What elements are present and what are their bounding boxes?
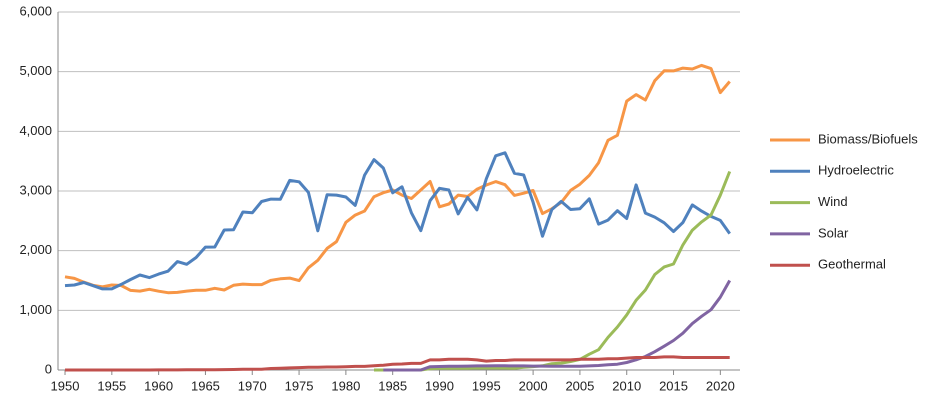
x-tick-label: 1985	[378, 378, 407, 393]
legend-label: Hydroelectric	[818, 163, 894, 178]
x-tick-label: 1990	[425, 378, 454, 393]
legend-label: Geothermal	[818, 257, 886, 272]
y-tick-label: 6,000	[19, 3, 52, 18]
x-tick-label: 1960	[144, 378, 173, 393]
series-line	[64, 151, 731, 291]
y-tick-label: 0	[45, 361, 52, 376]
series-line	[64, 63, 731, 295]
x-tick-label: 1995	[472, 378, 501, 393]
series-line	[374, 170, 732, 372]
legend-label: Biomass/Biofuels	[818, 131, 918, 146]
y-tick-label: 3,000	[19, 182, 52, 197]
x-tick-label: 2005	[565, 378, 594, 393]
x-tick-label: 1980	[331, 378, 360, 393]
y-tick-label: 1,000	[19, 302, 52, 317]
x-tick-label: 1950	[51, 378, 80, 393]
legend-label: Wind	[818, 194, 848, 209]
series-line	[65, 355, 730, 372]
x-tick-label: 2015	[659, 378, 688, 393]
y-tick-label: 5,000	[19, 63, 52, 78]
x-tick-label: 2020	[706, 378, 735, 393]
series-line	[383, 279, 732, 372]
x-tick-label: 1955	[97, 378, 126, 393]
x-tick-label: 2000	[519, 378, 548, 393]
y-tick-label: 2,000	[19, 242, 52, 257]
x-tick-label: 1965	[191, 378, 220, 393]
x-tick-label: 1975	[285, 378, 314, 393]
x-tick-label: 2010	[612, 378, 641, 393]
x-tick-label: 1970	[238, 378, 267, 393]
y-tick-label: 4,000	[19, 123, 52, 138]
legend-label: Solar	[818, 225, 849, 240]
